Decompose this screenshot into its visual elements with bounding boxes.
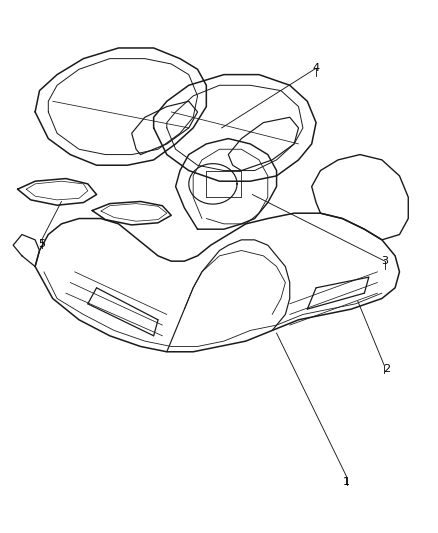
Text: 2: 2 [382, 364, 389, 374]
Text: 5: 5 [38, 239, 45, 249]
Text: 1: 1 [343, 478, 350, 487]
Text: 4: 4 [312, 63, 319, 73]
Text: 3: 3 [381, 256, 388, 266]
